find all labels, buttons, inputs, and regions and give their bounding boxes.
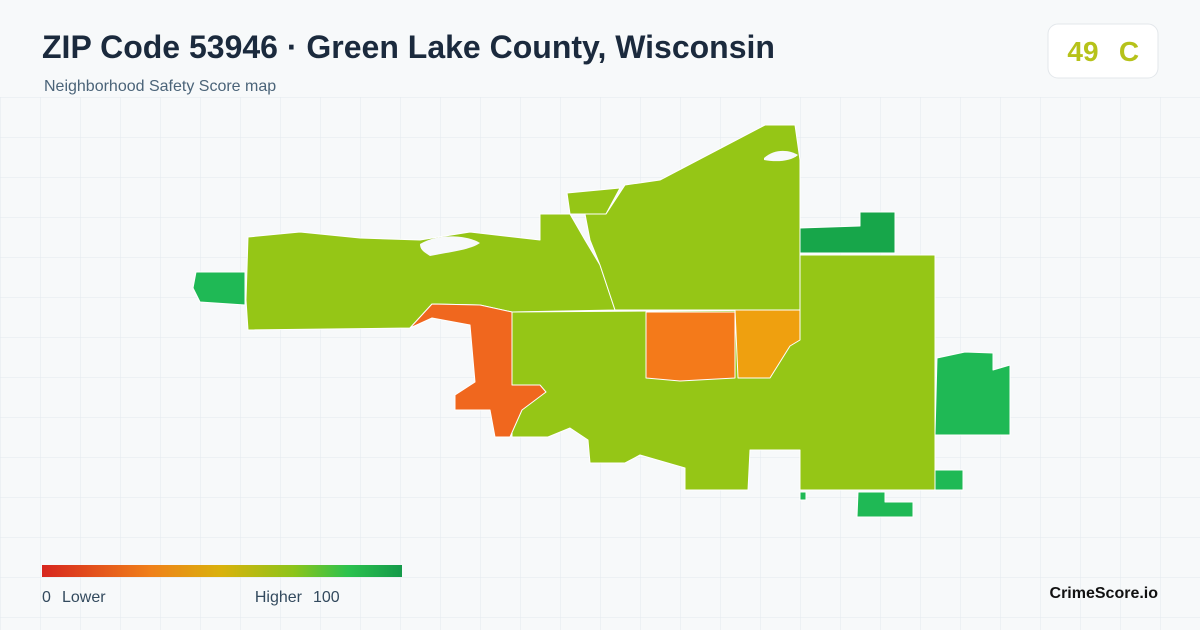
score-badge bbox=[1047, 23, 1159, 79]
region bbox=[799, 491, 807, 501]
region bbox=[645, 311, 736, 382]
legend-min: 0 bbox=[42, 589, 51, 606]
lake bbox=[764, 150, 798, 162]
legend-max-label: Higher bbox=[255, 589, 303, 606]
lake bbox=[420, 236, 480, 256]
score-value: 49 bbox=[1067, 36, 1098, 67]
map-regions bbox=[192, 124, 1011, 518]
legend-min-label: Lower bbox=[62, 589, 106, 606]
legend-scale bbox=[42, 565, 402, 577]
score-grade: C bbox=[1119, 36, 1139, 67]
region bbox=[584, 124, 801, 311]
region bbox=[856, 491, 914, 518]
region bbox=[934, 351, 1011, 436]
subtitle: Neighborhood Safety Score map bbox=[44, 78, 276, 95]
region bbox=[934, 469, 964, 491]
lakes bbox=[420, 150, 798, 256]
title: ZIP Code 53946 · Green Lake County, Wisc… bbox=[42, 29, 775, 65]
legend-max: 100 bbox=[313, 589, 340, 606]
region bbox=[734, 309, 801, 379]
region bbox=[409, 303, 547, 438]
region bbox=[192, 271, 246, 306]
region bbox=[799, 211, 896, 254]
brand: CrimeScore.io bbox=[1050, 585, 1159, 602]
region bbox=[245, 213, 616, 331]
